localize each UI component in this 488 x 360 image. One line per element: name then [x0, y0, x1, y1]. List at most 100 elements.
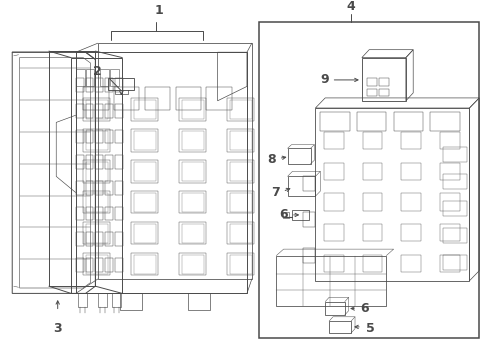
Bar — [378, 89, 388, 96]
Bar — [83, 87, 108, 110]
Bar — [83, 98, 110, 121]
Bar — [366, 78, 376, 86]
Bar — [95, 207, 103, 220]
Bar — [85, 69, 94, 86]
Bar — [303, 176, 315, 191]
Bar — [133, 100, 155, 119]
Text: 1: 1 — [155, 4, 163, 17]
Bar — [227, 191, 254, 213]
Bar — [206, 87, 231, 110]
Bar — [85, 233, 93, 246]
Bar — [83, 191, 110, 213]
Bar — [85, 100, 107, 119]
Bar — [112, 293, 121, 307]
Bar — [362, 224, 382, 241]
Bar — [71, 58, 122, 293]
Bar — [115, 207, 122, 220]
Text: 8: 8 — [267, 153, 276, 166]
Bar — [133, 224, 155, 243]
Bar — [179, 98, 206, 121]
Bar — [76, 52, 246, 293]
Bar — [76, 207, 83, 220]
Bar — [76, 130, 83, 143]
Bar — [287, 176, 315, 196]
Bar — [227, 222, 254, 244]
Bar — [328, 321, 350, 333]
Bar — [324, 163, 343, 180]
Bar — [442, 228, 466, 243]
Text: 4: 4 — [346, 0, 355, 13]
Bar — [76, 69, 84, 86]
Bar — [107, 78, 134, 90]
Bar — [85, 78, 93, 92]
Bar — [439, 255, 459, 272]
Bar — [303, 212, 315, 227]
Bar — [133, 193, 155, 212]
Bar — [133, 162, 155, 181]
Bar — [115, 78, 122, 92]
Bar — [179, 253, 206, 275]
Bar — [366, 89, 376, 96]
Bar — [393, 112, 422, 131]
Text: 6: 6 — [278, 208, 287, 221]
Bar — [105, 155, 113, 169]
Bar — [85, 207, 93, 220]
Bar — [303, 248, 315, 263]
Bar — [227, 98, 254, 121]
Bar — [401, 163, 420, 180]
Bar — [105, 78, 113, 92]
Bar — [324, 255, 343, 272]
Bar — [115, 155, 122, 169]
Bar — [131, 253, 158, 275]
Bar — [85, 162, 107, 181]
Bar — [229, 224, 251, 243]
Bar — [439, 224, 459, 241]
Bar — [95, 155, 103, 169]
Bar — [442, 147, 466, 162]
Text: 3: 3 — [53, 322, 62, 335]
Bar — [179, 160, 206, 183]
Bar — [85, 130, 93, 143]
Bar — [378, 78, 388, 86]
Bar — [442, 201, 466, 216]
Bar — [114, 87, 139, 110]
Bar — [76, 258, 83, 272]
Bar — [95, 130, 103, 143]
Bar — [105, 104, 113, 117]
Bar — [362, 193, 382, 211]
Bar — [83, 253, 110, 275]
Bar — [49, 51, 95, 286]
Bar — [95, 181, 103, 195]
Bar — [229, 100, 251, 119]
Bar — [78, 293, 87, 307]
Bar — [105, 181, 113, 195]
Bar — [229, 162, 251, 181]
Bar — [100, 69, 109, 86]
Bar — [442, 255, 466, 270]
Bar — [259, 22, 478, 338]
Bar — [227, 129, 254, 152]
Bar — [282, 212, 288, 218]
Bar — [179, 222, 206, 244]
Bar — [131, 160, 158, 183]
Bar — [188, 293, 210, 310]
Bar — [95, 104, 103, 117]
Bar — [401, 224, 420, 241]
Bar — [401, 255, 420, 272]
Text: 7: 7 — [271, 186, 280, 199]
Bar — [429, 112, 459, 131]
Bar — [401, 132, 420, 149]
Bar — [276, 256, 386, 306]
Bar — [439, 132, 459, 149]
Text: 9: 9 — [319, 73, 328, 86]
Bar — [95, 233, 103, 246]
Bar — [115, 181, 122, 195]
Bar — [98, 293, 106, 307]
Bar — [115, 258, 122, 272]
Bar — [315, 108, 468, 281]
Bar — [115, 233, 122, 246]
Bar — [175, 87, 201, 110]
Bar — [356, 112, 386, 131]
Bar — [105, 207, 113, 220]
Bar — [320, 112, 349, 131]
